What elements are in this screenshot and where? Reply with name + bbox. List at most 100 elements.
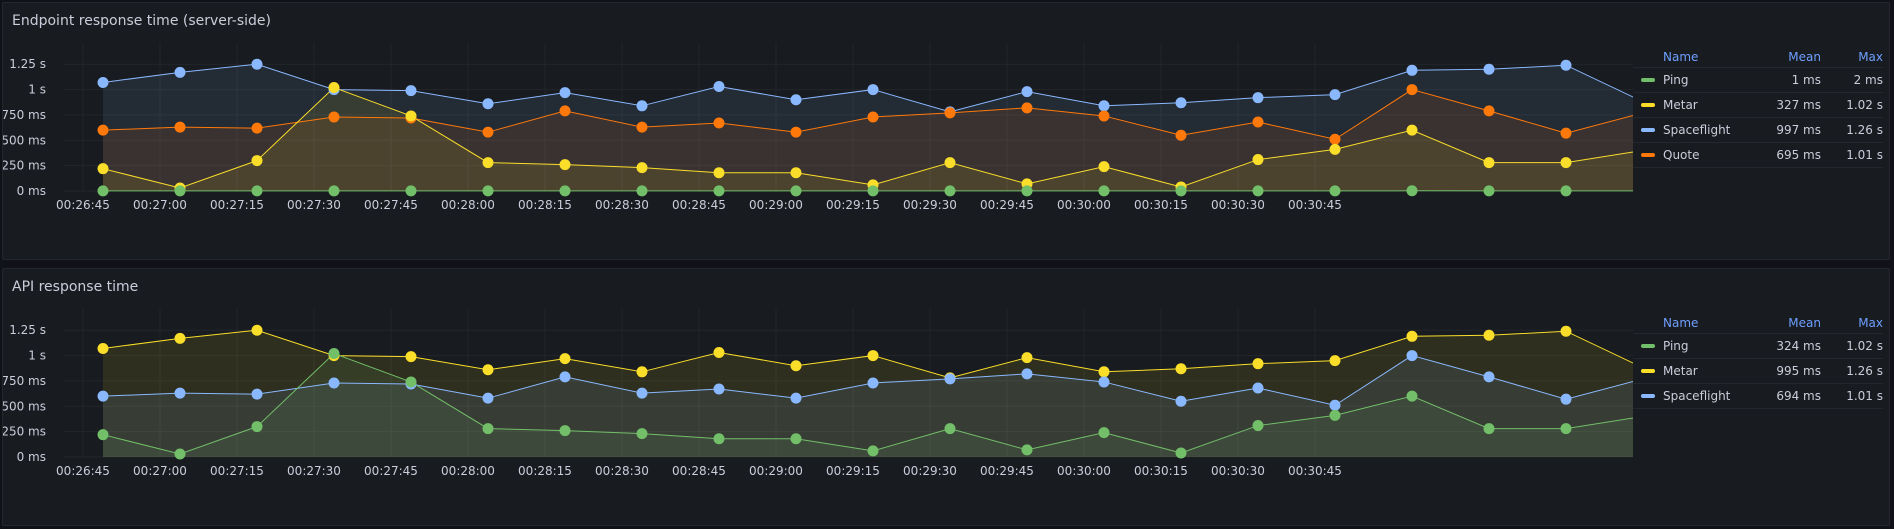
data-point-spaceflight <box>790 94 802 106</box>
legend-header-max[interactable]: Max <box>1858 316 1883 330</box>
x-tick-label: 00:27:15 <box>210 464 264 478</box>
x-tick-label: 00:30:45 <box>1288 198 1342 212</box>
y-tick-label: 1.25 s <box>9 57 46 71</box>
data-point-ping <box>482 185 494 197</box>
data-point-metar <box>1483 329 1495 341</box>
data-point-ping <box>1175 447 1187 459</box>
data-point-metar <box>482 157 494 169</box>
data-point-spaceflight <box>944 373 956 385</box>
legend-row-spaceflight[interactable]: Spaceflight 997 ms 1.26 s <box>1633 118 1883 143</box>
data-point-metar <box>1175 363 1187 375</box>
legend-row-spaceflight[interactable]: Spaceflight 694 ms 1.01 s <box>1633 384 1883 409</box>
legend-header-mean[interactable]: Mean <box>1788 50 1821 64</box>
data-point-ping <box>97 429 109 441</box>
data-point-spaceflight <box>1560 393 1572 405</box>
legend-header-max[interactable]: Max <box>1858 50 1883 64</box>
data-point-ping <box>97 185 109 197</box>
data-point-metar <box>1406 124 1418 136</box>
api-response-chart[interactable]: 0 ms 250 ms 500 ms 750 ms 1 s 1.25 s 00:26:45 0… <box>3 269 1633 527</box>
legend-max-value: 1.26 s <box>1846 123 1883 137</box>
data-point-metar <box>405 351 417 363</box>
data-point-quote <box>328 111 340 123</box>
data-point-spaceflight <box>713 81 725 93</box>
data-point-quote <box>867 111 879 123</box>
data-point-metar <box>944 157 956 169</box>
data-point-ping <box>559 425 571 437</box>
legend-header-name[interactable]: Name <box>1663 316 1699 330</box>
data-point-spaceflight <box>636 100 648 112</box>
legend-series-name: Metar <box>1663 364 1698 378</box>
data-point-spaceflight <box>1329 89 1341 101</box>
legend-row-ping[interactable]: Ping 324 ms 1.02 s <box>1633 334 1883 359</box>
data-point-metar <box>1252 154 1264 166</box>
y-tick-label: 500 ms <box>3 399 46 413</box>
x-tick-label: 00:29:00 <box>749 198 803 212</box>
y-tick-label: 500 ms <box>3 133 46 147</box>
legend-max-value: 1.01 s <box>1846 389 1883 403</box>
data-point-quote <box>1406 84 1418 96</box>
x-tick-label: 00:27:45 <box>364 198 418 212</box>
data-point-ping <box>1406 390 1418 402</box>
x-tick-label: 00:26:45 <box>56 464 110 478</box>
x-tick-label: 00:27:30 <box>287 198 341 212</box>
data-point-metar <box>1483 157 1495 169</box>
legend-series-name: Metar <box>1663 98 1698 112</box>
panel-title[interactable]: API response time <box>12 279 139 295</box>
x-tick-label: 00:29:45 <box>980 198 1034 212</box>
data-point-spaceflight <box>174 387 186 399</box>
legend-header-name[interactable]: Name <box>1663 50 1699 64</box>
data-point-spaceflight <box>1329 399 1341 411</box>
data-point-ping <box>1406 185 1418 197</box>
data-point-quote <box>636 121 648 133</box>
legend-row-ping[interactable]: Ping 1 ms 2 ms <box>1633 68 1883 93</box>
data-point-spaceflight <box>1098 376 1110 388</box>
legend-row-metar[interactable]: Metar 327 ms 1.02 s <box>1633 93 1883 118</box>
data-point-ping <box>713 185 725 197</box>
legend-row-metar[interactable]: Metar 995 ms 1.26 s <box>1633 359 1883 384</box>
legend-table: Name Mean Max Ping 1 ms 2 ms Metar 327 m… <box>1633 47 1883 168</box>
legend-header-mean[interactable]: Mean <box>1788 316 1821 330</box>
data-point-quote <box>1252 116 1264 128</box>
endpoint-response-chart[interactable]: 0 ms 250 ms 500 ms 750 ms 1 s 1.25 s 00:26:45 0… <box>3 3 1633 261</box>
data-point-ping <box>867 185 879 197</box>
data-point-metar <box>1098 366 1110 378</box>
y-tick-label: 750 ms <box>3 108 46 122</box>
data-point-ping <box>1252 420 1264 432</box>
data-point-spaceflight <box>97 390 109 402</box>
y-tick-label: 250 ms <box>3 159 46 173</box>
x-tick-label: 00:29:30 <box>903 198 957 212</box>
data-point-quote <box>1175 129 1187 141</box>
data-point-metar <box>1560 157 1572 169</box>
data-point-metar <box>790 167 802 179</box>
x-tick-label: 00:29:15 <box>826 464 880 478</box>
data-point-spaceflight <box>328 377 340 389</box>
legend-header: Name Mean Max <box>1633 313 1883 334</box>
legend-row-quote[interactable]: Quote 695 ms 1.01 s <box>1633 143 1883 168</box>
data-point-ping <box>251 185 263 197</box>
data-point-ping <box>790 185 802 197</box>
data-point-spaceflight <box>1483 371 1495 383</box>
x-tick-label: 00:28:45 <box>672 198 726 212</box>
data-point-ping <box>1483 185 1495 197</box>
x-tick-label: 00:27:00 <box>133 198 187 212</box>
data-point-quote <box>790 126 802 138</box>
legend-series-name: Ping <box>1663 73 1689 87</box>
data-point-ping <box>328 348 340 360</box>
data-point-metar <box>713 167 725 179</box>
panel-title[interactable]: Endpoint response time (server-side) <box>12 13 271 29</box>
legend-mean-value: 997 ms <box>1776 123 1821 137</box>
legend-mean-value: 694 ms <box>1776 389 1821 403</box>
data-point-metar <box>636 366 648 378</box>
legend-mean-value: 1 ms <box>1791 73 1821 87</box>
legend-series-name: Spaceflight <box>1663 389 1731 403</box>
data-point-quote <box>1483 105 1495 117</box>
data-point-quote <box>713 117 725 129</box>
data-point-ping <box>1560 423 1572 435</box>
x-tick-label: 00:30:30 <box>1211 198 1265 212</box>
x-tick-label: 00:29:15 <box>826 198 880 212</box>
data-point-spaceflight <box>97 76 109 88</box>
data-point-metar <box>328 82 340 94</box>
data-point-quote <box>97 124 109 136</box>
y-tick-label: 0 ms <box>17 184 46 198</box>
x-tick-label: 00:28:45 <box>672 464 726 478</box>
